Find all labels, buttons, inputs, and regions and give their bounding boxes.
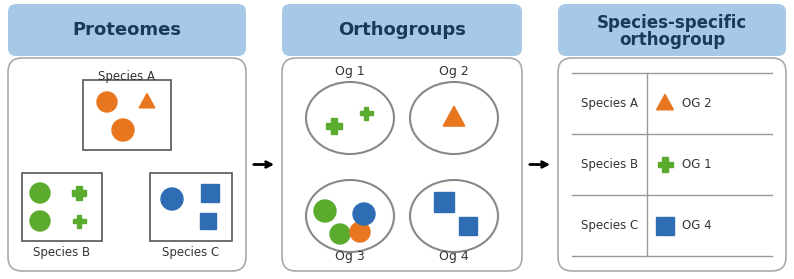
Ellipse shape — [306, 82, 394, 154]
Circle shape — [112, 119, 134, 141]
FancyBboxPatch shape — [558, 4, 786, 56]
Bar — [656, 217, 674, 235]
Circle shape — [353, 203, 375, 225]
Ellipse shape — [410, 82, 498, 154]
Polygon shape — [139, 93, 155, 108]
Bar — [83, 80, 171, 150]
Bar — [200, 213, 216, 229]
Bar — [201, 184, 219, 202]
FancyBboxPatch shape — [282, 58, 522, 271]
Bar — [72, 218, 86, 223]
Text: Species A: Species A — [581, 97, 638, 110]
Text: Species B: Species B — [581, 158, 638, 171]
Bar — [331, 118, 337, 134]
Bar — [72, 190, 86, 196]
Ellipse shape — [410, 180, 498, 252]
Text: Species C: Species C — [581, 219, 638, 232]
Circle shape — [97, 92, 117, 112]
Bar — [22, 173, 102, 241]
FancyBboxPatch shape — [8, 4, 246, 56]
Text: Og 1: Og 1 — [335, 65, 365, 78]
Circle shape — [161, 188, 183, 210]
FancyBboxPatch shape — [558, 58, 786, 271]
Circle shape — [350, 222, 370, 242]
Bar — [150, 173, 232, 241]
FancyBboxPatch shape — [282, 4, 522, 56]
Text: OG 4: OG 4 — [682, 219, 711, 232]
Text: Og 4: Og 4 — [439, 250, 469, 263]
Bar — [657, 162, 673, 167]
Bar — [434, 192, 454, 212]
Bar — [76, 215, 82, 227]
Text: orthogroup: orthogroup — [619, 31, 725, 49]
FancyBboxPatch shape — [8, 58, 246, 271]
Bar — [360, 110, 372, 116]
Text: Species C: Species C — [163, 246, 220, 259]
Bar — [364, 107, 368, 119]
Text: Proteomes: Proteomes — [72, 21, 182, 39]
Text: Og 2: Og 2 — [439, 65, 469, 78]
Polygon shape — [443, 106, 464, 126]
Polygon shape — [657, 94, 673, 110]
Text: OG 1: OG 1 — [682, 158, 711, 171]
Bar — [662, 157, 668, 172]
Text: Orthogroups: Orthogroups — [338, 21, 466, 39]
Bar — [76, 186, 82, 200]
Text: Species-specific: Species-specific — [597, 14, 747, 32]
Text: Species A: Species A — [98, 70, 156, 83]
Ellipse shape — [306, 180, 394, 252]
Bar — [326, 123, 342, 129]
Circle shape — [30, 183, 50, 203]
Text: Species B: Species B — [33, 246, 91, 259]
Circle shape — [314, 200, 336, 222]
Text: OG 2: OG 2 — [682, 97, 711, 110]
Bar — [459, 217, 477, 235]
Circle shape — [30, 211, 50, 231]
Circle shape — [330, 224, 350, 244]
Text: Og 3: Og 3 — [335, 250, 365, 263]
